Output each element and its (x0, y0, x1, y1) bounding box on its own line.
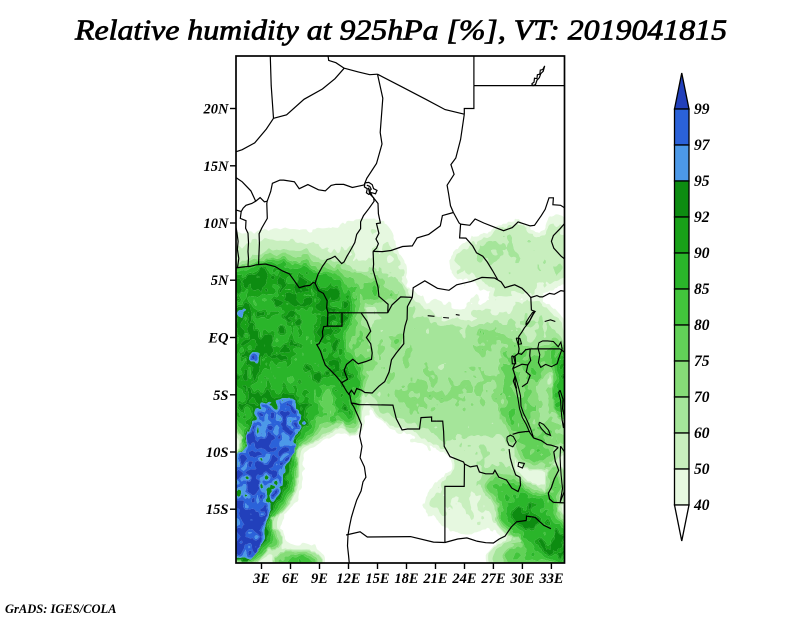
svg-text:92: 92 (694, 209, 710, 226)
svg-text:75: 75 (694, 353, 710, 370)
svg-text:80: 80 (694, 317, 710, 334)
svg-text:97: 97 (694, 137, 711, 154)
svg-text:27E: 27E (480, 571, 506, 587)
svg-text:EQ: EQ (207, 331, 229, 347)
svg-text:99: 99 (694, 101, 710, 118)
svg-text:15S: 15S (206, 502, 229, 518)
svg-text:30E: 30E (509, 571, 535, 587)
svg-text:12E: 12E (336, 571, 361, 587)
svg-text:15E: 15E (365, 571, 390, 587)
svg-text:60: 60 (694, 425, 710, 442)
svg-text:Relative humidity at 925hPa [%: Relative humidity at 925hPa [%], VT: 201… (74, 16, 727, 47)
svg-text:40: 40 (693, 497, 710, 514)
svg-text:90: 90 (694, 245, 710, 262)
svg-text:GrADS: IGES/COLA: GrADS: IGES/COLA (5, 602, 117, 616)
svg-text:20N: 20N (203, 102, 230, 118)
svg-text:6E: 6E (282, 571, 299, 587)
svg-text:95: 95 (694, 173, 710, 190)
svg-text:9E: 9E (311, 571, 328, 587)
svg-text:10N: 10N (204, 216, 230, 232)
svg-text:70: 70 (694, 389, 710, 406)
svg-text:33E: 33E (538, 571, 564, 587)
svg-text:50: 50 (694, 461, 710, 478)
svg-text:5S: 5S (213, 388, 228, 404)
svg-text:21E: 21E (422, 571, 448, 587)
svg-text:5N: 5N (211, 273, 229, 289)
svg-text:24E: 24E (451, 571, 477, 587)
svg-text:85: 85 (694, 281, 710, 298)
svg-text:3E: 3E (252, 571, 270, 587)
svg-text:10S: 10S (206, 445, 229, 461)
svg-text:18E: 18E (394, 571, 419, 587)
svg-text:15N: 15N (204, 159, 230, 175)
